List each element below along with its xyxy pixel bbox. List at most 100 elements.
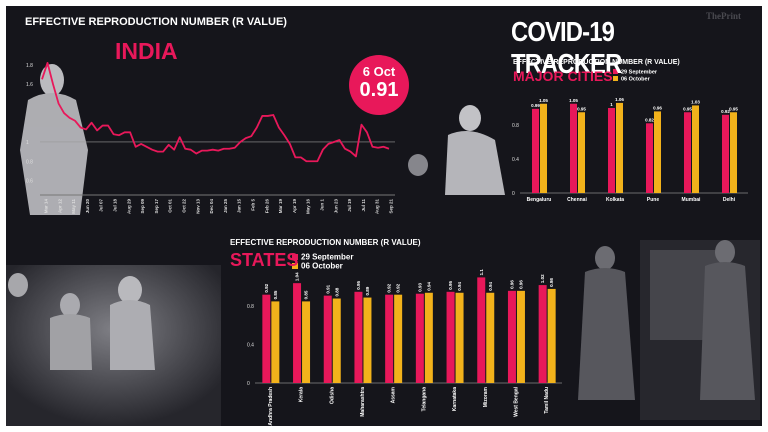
tracker-panel: 1.8 1.6 1 0.8 0.6 Mar 14 Apr 12 May 11 Jun 20 Jul… [6,6,762,426]
x-tick-label: Mar 14 [44,199,49,214]
data-label: 0.91 [325,284,330,293]
bar-sep-29 [722,114,729,193]
category-label: Kolkata [606,197,624,203]
bar-sep-29 [446,291,455,383]
data-label: 1.05 [539,98,548,103]
y-tick-label: 0.4 [247,343,254,349]
india-r-chart: 1.8 1.6 1 0.8 0.6 Mar 14 Apr 12 May 11 Jun 20 Jul… [26,61,395,215]
category-label: Maharashtra [360,387,366,417]
data-label: 1.02 [540,274,545,283]
data-label: 0.95 [356,281,361,290]
data-label: 1.03 [691,99,700,104]
photo-ambulance-right [578,240,760,420]
x-tick-label: Oct 01 [168,199,173,213]
category-label: Kerala [299,387,305,403]
photo-testing-middle [408,105,505,195]
bar-oct-06 [394,294,403,383]
badge-date: 6 Oct [362,64,396,79]
y-tick-label: 0.8 [512,123,519,129]
data-label: 0.96 [518,280,523,289]
legend-label: 29 September [621,70,658,76]
y-tick-label: 0 [247,381,250,387]
data-label: 0.95 [683,106,692,111]
data-label: 1 [610,102,613,107]
category-label: West Bengal [513,386,519,417]
legend-swatch [613,76,618,81]
data-label: 0.92 [396,283,401,292]
bar-oct-06 [271,301,280,383]
data-label: 0.82 [645,117,654,122]
bar-sep-29 [477,277,486,383]
legend-label: 29 September [301,253,353,262]
bar-sep-29 [684,112,691,193]
bar-oct-06 [540,103,547,193]
legend-label: 06 October [301,262,343,271]
data-label: 0.98 [549,278,554,287]
category-label: Mizoram [483,386,489,407]
data-label: 0.94 [488,282,493,291]
bar-sep-29 [415,293,424,383]
x-tick-label: Feb 5 [251,199,256,211]
category-label: Assam [391,386,397,403]
bar-sep-29 [293,283,302,383]
data-label: 0.89 [365,286,370,295]
bar-oct-06 [486,292,495,383]
data-label: 0.93 [417,282,422,291]
data-label: 0.96 [509,280,514,289]
bar-oct-06 [578,112,585,193]
x-tick-label: Dec 04 [209,199,214,214]
data-label: 1.06 [615,97,624,102]
bar-sep-29 [385,294,394,383]
latest-r-badge: 6 Oct 0.91 [349,55,409,115]
x-tick-label: Jun 20 [85,199,90,214]
bar-oct-06 [332,298,341,383]
cities-title: MAJOR CITIES [513,68,613,84]
india-title: INDIA [115,38,178,64]
category-label: Odisha [329,387,335,404]
data-label: 0.94 [426,282,431,291]
data-label: 0.92 [721,109,730,114]
bar-oct-06 [547,288,556,383]
bar-oct-06 [616,102,623,193]
data-label: 1.04 [295,272,300,281]
x-tick-label: May 11 [71,199,76,214]
x-tick-label: Aug 29 [126,199,131,215]
category-label: Tamil Nadu [544,387,550,414]
category-label: Karnataka [452,387,458,411]
x-tick-label: Jul 07 [99,199,104,212]
page-title: COVID-19 TRACKER [511,16,622,79]
category-label: Chennai [567,197,587,203]
data-label: 0.88 [334,287,339,296]
bar-sep-29 [538,285,547,383]
x-tick-label: Sep 17 [154,199,159,214]
y-tick-label: 1.8 [26,63,33,69]
bar-oct-06 [455,292,464,383]
x-tick-label: Feb 26 [264,199,269,214]
data-label: 0.94 [457,282,462,291]
bar-sep-29 [354,291,363,383]
states-title: STATES [230,250,299,270]
y-tick-label: 0.6 [26,179,33,185]
badge-value: 0.91 [359,79,399,101]
x-tick-label: Mar 19 [278,199,283,214]
bar-sep-29 [507,290,516,383]
legend-swatch [292,263,298,269]
x-tick-label: Jan 15 [237,199,242,214]
y-tick-label: 1.6 [26,82,33,88]
x-tick-label: Apr 12 [57,199,62,214]
states-r-chart: 0 0.4 0.8 0.92 0.85 Andhra Pradesh 1.04 0.85 Ker… [247,253,562,426]
data-label: 0.95 [448,281,453,290]
x-tick-label: Jul 19 [347,199,352,212]
r-value-line [41,61,390,163]
bar-sep-29 [532,108,539,193]
bar-oct-06 [363,297,372,383]
data-label: 1.1 [479,269,484,276]
x-tick-label: Jun 1 [320,199,325,211]
y-tick-label: 0.8 [247,304,254,310]
y-tick-label: 0 [512,191,515,197]
x-tick-label: Jul 11 [361,199,366,212]
x-tick-label: Oct 22 [182,199,187,213]
data-label: 0.85 [273,290,278,299]
category-label: Delhi [723,197,736,203]
